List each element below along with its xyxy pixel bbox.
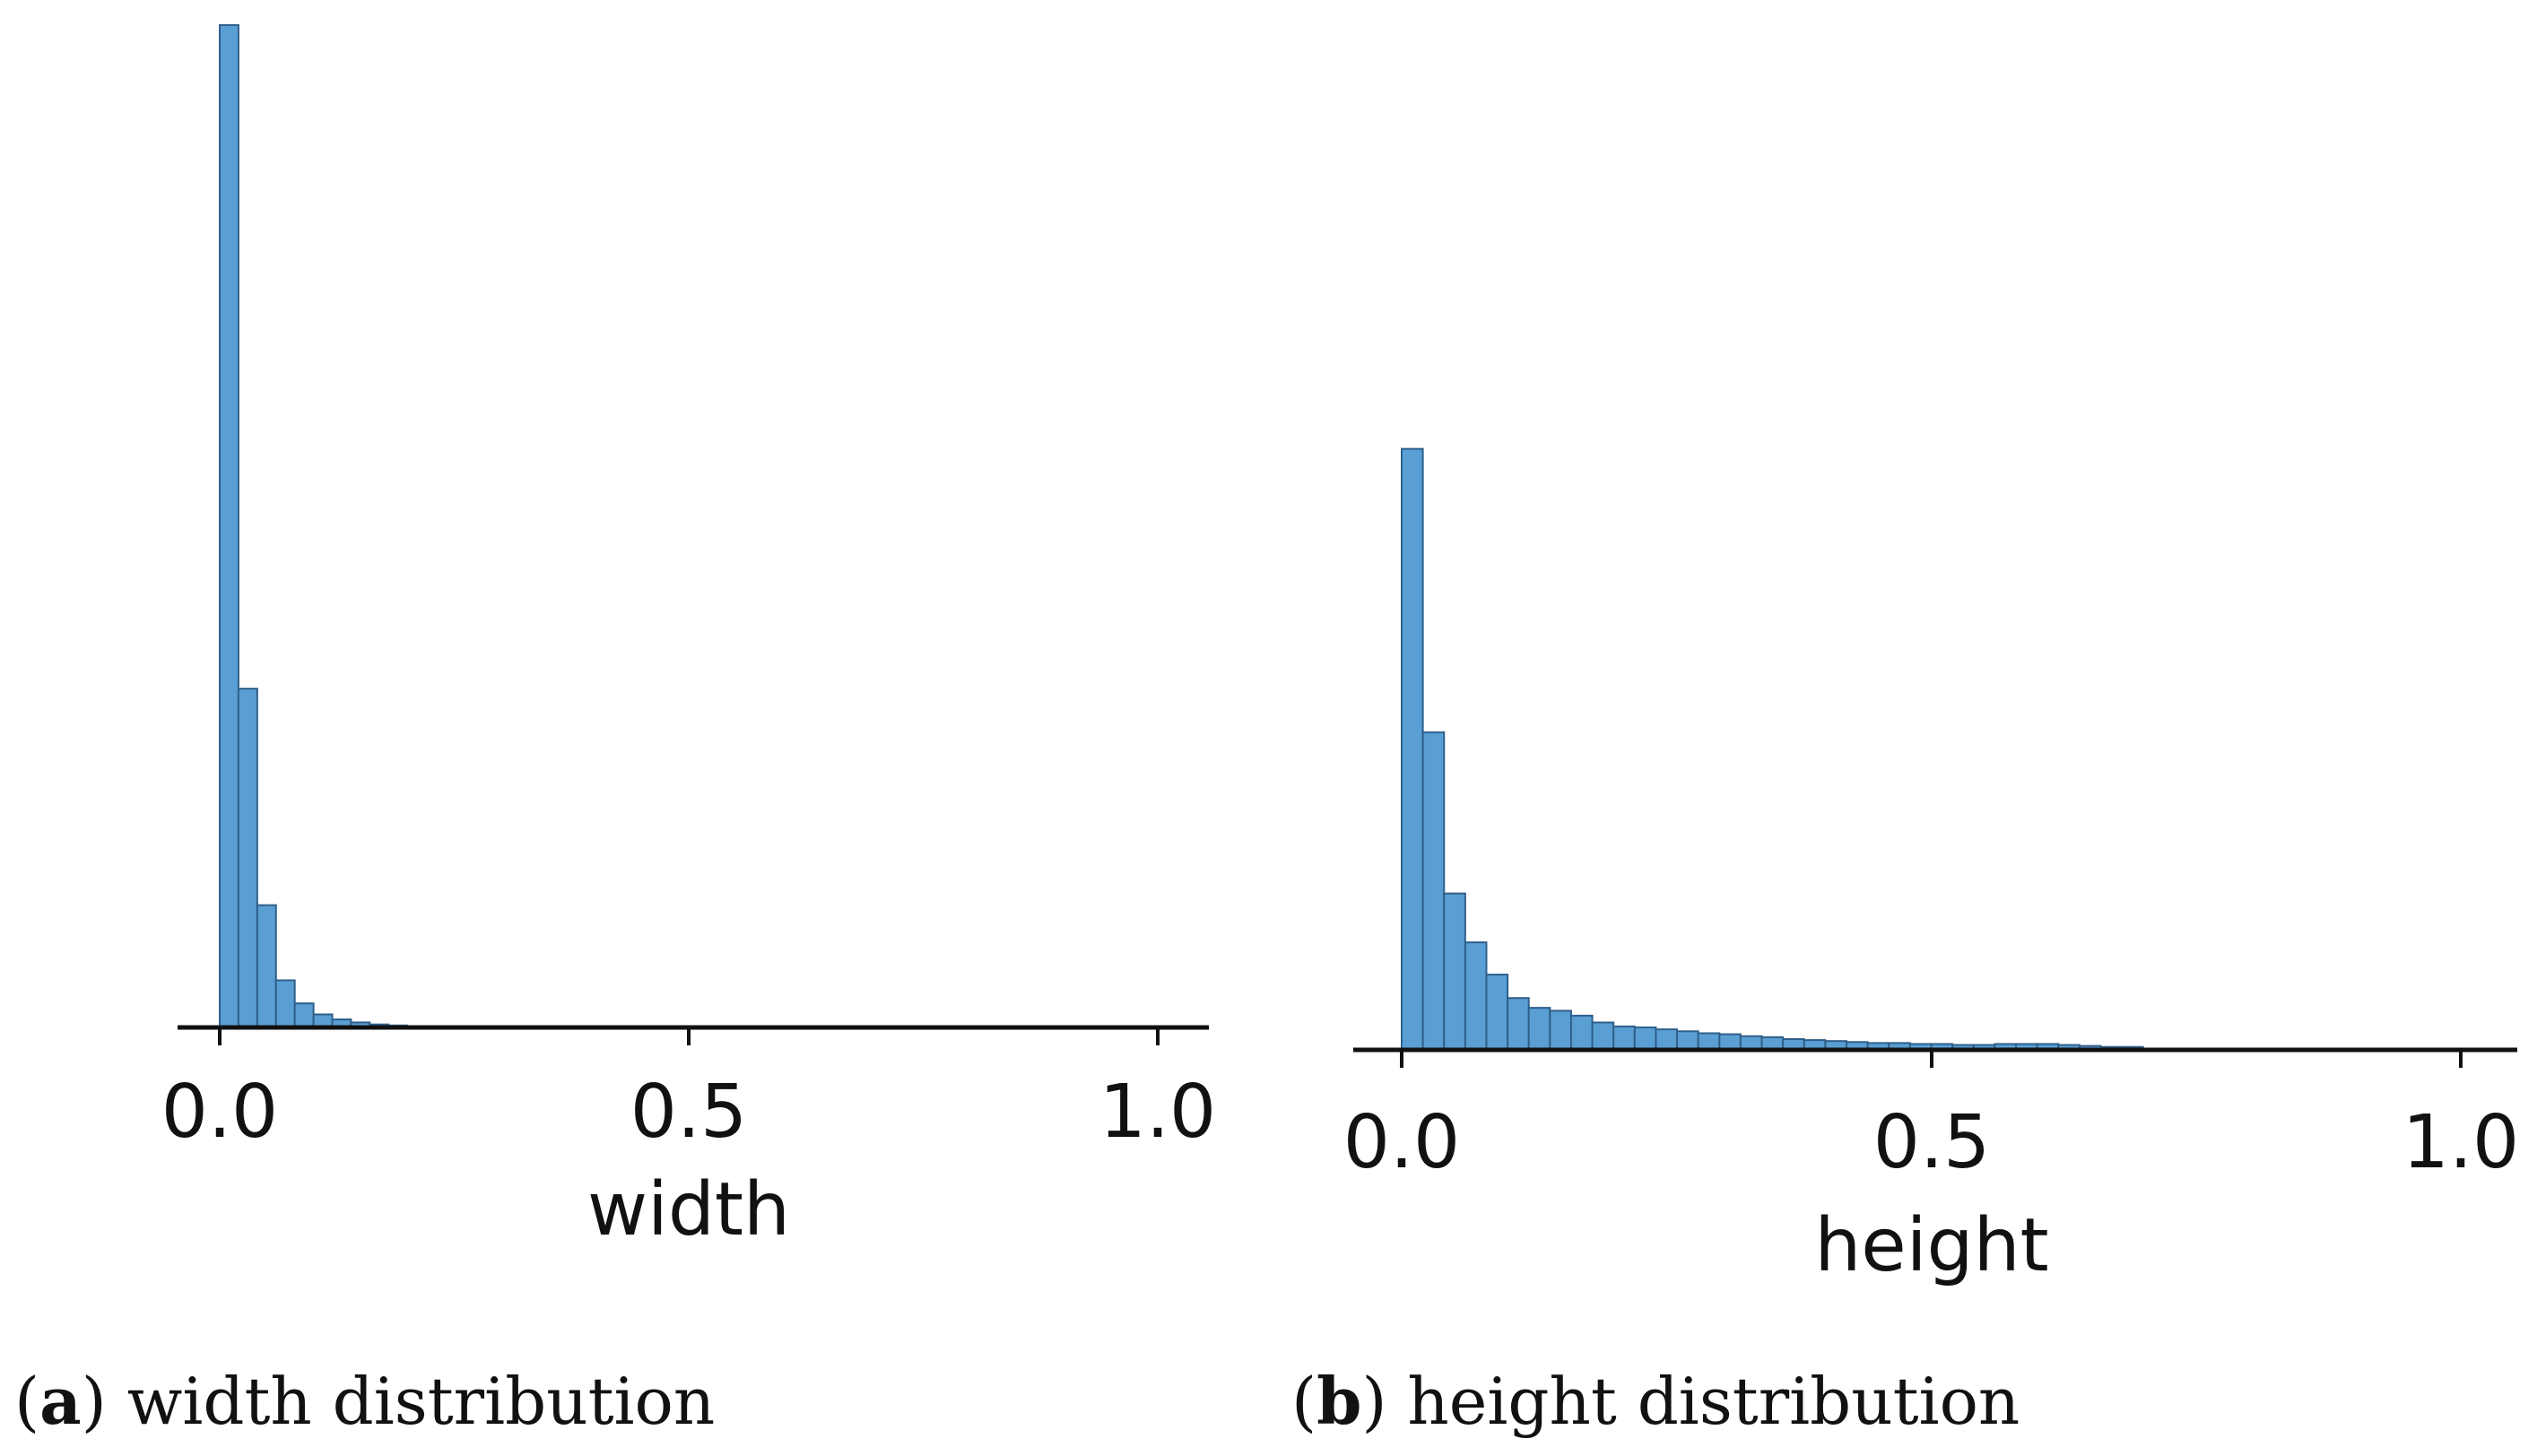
height-x-axis-title: height bbox=[1814, 1203, 2048, 1288]
caption-a: (a) width distribution bbox=[14, 1363, 716, 1439]
height-histogram-bar bbox=[1464, 941, 1488, 1051]
height-histogram-bar bbox=[1697, 1032, 1721, 1051]
width-xtick-label-0: 0.0 bbox=[161, 1070, 278, 1155]
height-histogram-bar bbox=[1569, 1014, 1594, 1051]
height-histogram-bar bbox=[1718, 1033, 1742, 1052]
height-histogram-bar bbox=[1676, 1030, 1699, 1052]
height-histogram-bar bbox=[1549, 1010, 1572, 1052]
width-histogram-bar bbox=[256, 904, 277, 1028]
height-histogram-bar bbox=[1507, 997, 1530, 1051]
caption-b: (b) height distribution bbox=[1291, 1363, 2020, 1439]
width-histogram-bar bbox=[293, 1002, 315, 1029]
height-xtick-label-0: 0.0 bbox=[1343, 1100, 1460, 1185]
width-histogram-bar bbox=[237, 688, 258, 1028]
height-histogram-bar bbox=[1612, 1025, 1636, 1051]
height-histogram-bar bbox=[1443, 892, 1466, 1051]
caption-a-label: a bbox=[39, 1363, 82, 1439]
height-histogram-bar bbox=[1591, 1021, 1615, 1051]
caption-a-text: width distribution bbox=[126, 1364, 716, 1439]
height-xtick-label-1: 0.5 bbox=[1873, 1100, 1990, 1185]
width-xtick-label-1: 0.5 bbox=[630, 1070, 747, 1155]
height-histogram-bar bbox=[1527, 1007, 1551, 1052]
width-x-axis-title: width bbox=[587, 1167, 790, 1252]
width-histogram-bar bbox=[274, 979, 296, 1028]
height-histogram-bar bbox=[1655, 1028, 1679, 1051]
width-histogram-bar bbox=[219, 24, 239, 1028]
height-histogram: 0.0 0.5 1.0 height bbox=[1343, 447, 2519, 1288]
height-histogram-bar bbox=[1485, 974, 1509, 1051]
height-xtick-label-2: 1.0 bbox=[2402, 1100, 2519, 1185]
height-histogram-bar bbox=[1633, 1026, 1657, 1052]
height-histogram-bar bbox=[1421, 731, 1446, 1051]
caption-b-text: height distribution bbox=[1407, 1364, 2020, 1439]
width-histogram-bars bbox=[219, 24, 428, 1029]
width-xtick-label-2: 1.0 bbox=[1099, 1070, 1216, 1155]
width-histogram: 0.0 0.5 1.0 width bbox=[161, 24, 1216, 1252]
height-histogram-bars bbox=[1401, 447, 2144, 1052]
height-histogram-bar bbox=[1401, 447, 1424, 1051]
caption-b-label: b bbox=[1316, 1363, 1362, 1439]
